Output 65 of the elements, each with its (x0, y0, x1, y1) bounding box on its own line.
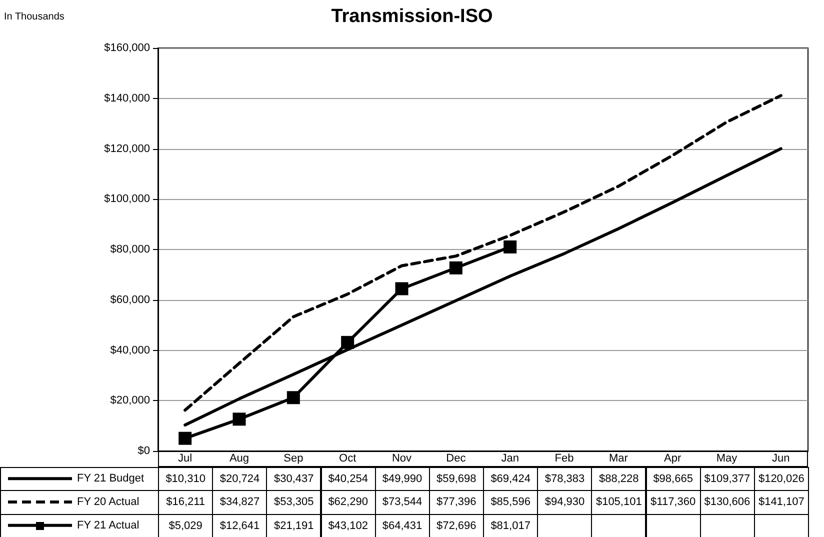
x-tick-label: Nov (392, 452, 412, 464)
text: In Thousands (4, 12, 64, 22)
x-tick-label: Mar (608, 452, 628, 464)
x-tick-label: Jul (178, 452, 192, 464)
data-label: $94,930 (537, 490, 592, 515)
y-tick-label: $0 (138, 445, 150, 457)
x-tick-label: Aug (229, 452, 250, 464)
data-label: $5,029 (158, 514, 214, 537)
data-label: $49,990 (374, 467, 430, 492)
data-label: $30,437 (266, 467, 322, 492)
data-label: $16,211 (158, 490, 214, 515)
data-label: $72,696 (428, 514, 484, 537)
data-label: $12,641 (212, 514, 268, 537)
data-label: $53,305 (266, 490, 322, 515)
y-tick-label: $60,000 (110, 294, 150, 306)
data-label: $77,396 (428, 490, 484, 515)
line-series (184, 94, 782, 412)
x-tick-label: Jun (772, 452, 790, 464)
data-label: $10,310 (158, 467, 214, 492)
point (341, 336, 354, 349)
data-label: $40,254 (320, 467, 376, 492)
data-label: $117,360 (646, 490, 701, 515)
y-tick-label: $140,000 (104, 92, 150, 104)
data-label: $21,191 (266, 514, 322, 537)
data-label: $120,026 (754, 467, 809, 492)
legend-label: FY 21 Budget (77, 472, 144, 485)
data-label: $130,606 (700, 490, 755, 515)
data-label: $81,017 (483, 514, 538, 537)
y-tick-label: $100,000 (104, 193, 150, 206)
data-label: $78,383 (537, 467, 592, 492)
data-label: $34,827 (212, 490, 268, 515)
data-label: $105,101 (591, 490, 646, 515)
data-label: $43,102 (320, 514, 376, 537)
x-tick-label: Sep (284, 452, 304, 464)
data-label: $62,290 (320, 490, 376, 515)
data-label: $64,431 (374, 514, 430, 537)
y-tick-label: $80,000 (110, 244, 150, 256)
y-tick-label: $40,000 (110, 344, 150, 356)
point (178, 432, 192, 445)
point (395, 282, 408, 296)
data-label: $88,228 (591, 467, 646, 492)
point (286, 391, 300, 404)
data-label: $85,596 (483, 490, 538, 515)
data-label: $98,665 (646, 467, 701, 492)
y-tick-label: $120,000 (104, 142, 150, 155)
data-label: $109,377 (700, 467, 755, 492)
point (504, 240, 517, 254)
point (449, 261, 462, 274)
data-label: $20,724 (212, 467, 268, 492)
x-tick-label: Jan (501, 452, 519, 464)
point (232, 412, 246, 426)
legend-label: FY 21 Actual (77, 519, 140, 532)
chart-title: Transmission-ISO (331, 6, 493, 27)
x-tick-label: Feb (554, 452, 574, 464)
legend-label: FY 20 Actual (77, 496, 140, 508)
data-label: $69,424 (483, 467, 538, 492)
data-label: $141,107 (754, 490, 809, 515)
x-tick-label: Apr (664, 452, 682, 464)
y-tick-label: $20,000 (110, 394, 150, 407)
data-label: $73,544 (374, 490, 430, 515)
data-label: $59,698 (428, 467, 484, 492)
x-tick-label: Oct (339, 452, 356, 464)
x-tick-label: Dec (446, 452, 466, 464)
y-tick-label: $160,000 (104, 42, 150, 54)
x-tick-label: May (716, 452, 738, 464)
